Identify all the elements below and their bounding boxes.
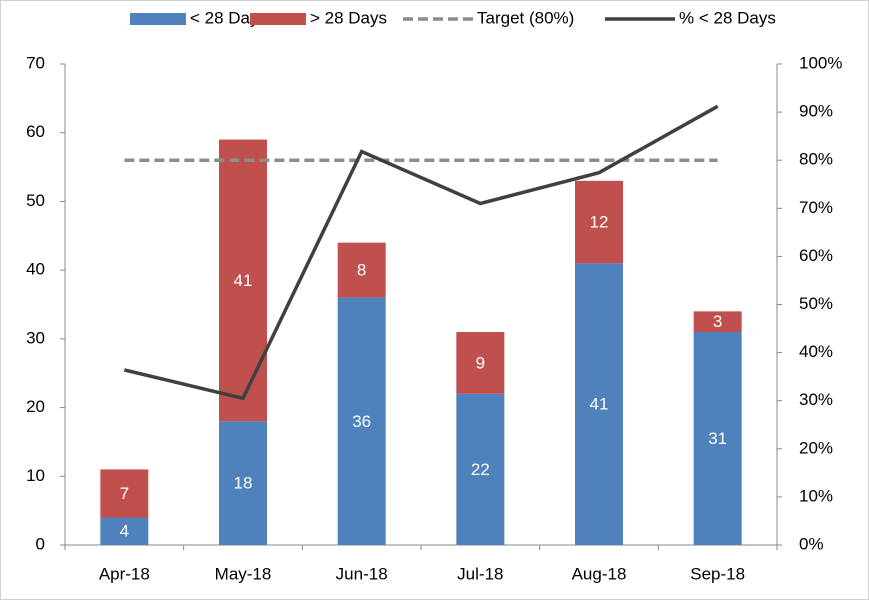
x-tick-label: Jul-18 [457,564,503,583]
bar [693,311,742,332]
data-label: 9 [476,353,485,372]
y-tick-label: 20 [26,397,45,416]
y2-tick-label: 40% [799,342,833,361]
legend-swatch [130,13,186,25]
x-tick-label: Sep-18 [690,564,745,583]
data-label: 41 [234,271,253,290]
data-label: 12 [590,213,609,232]
bar [219,421,267,545]
y2-tick-label: 30% [799,390,833,409]
y-tick-label: 30 [26,328,45,347]
data-label: 22 [471,460,490,479]
bar [219,139,267,422]
y2-tick-label: 60% [799,246,833,265]
legend-label: > 28 Days [310,8,387,27]
y-tick-label: 40 [26,260,45,279]
data-label: 41 [590,395,609,414]
y2-tick-label: 0% [799,534,824,553]
data-label: 36 [352,412,371,431]
legend-label: Target (80%) [477,8,574,27]
bar [693,331,742,545]
y2-tick-label: 10% [799,486,833,505]
x-tick-label: Apr-18 [99,564,150,583]
data-label: 4 [120,522,129,541]
y2-tick-label: 80% [799,150,833,169]
data-label: 7 [120,484,129,503]
x-tick-label: May-18 [215,564,272,583]
bar [575,180,623,264]
y2-tick-label: 70% [799,198,833,217]
bar [100,469,149,518]
y2-tick-label: 100% [799,53,842,72]
y2-tick-label: 90% [799,102,833,121]
data-label: 31 [708,429,727,448]
y-tick-label: 0 [36,534,45,553]
data-label: 18 [234,474,253,493]
bar [456,331,505,394]
data-label: 3 [713,312,722,331]
bar [100,517,149,545]
x-tick-label: Aug-18 [572,564,627,583]
y-tick-label: 60 [26,122,45,141]
y-tick-label: 70 [26,53,45,72]
bar [456,393,505,545]
legend-label: < 28 Days [190,8,267,27]
bar [337,242,386,298]
y2-tick-label: 50% [799,294,833,313]
bar [575,263,623,545]
y-tick-label: 10 [26,466,45,485]
data-label: 8 [357,261,366,280]
bar [337,297,386,545]
x-tick-label: Jun-18 [336,564,388,583]
line-series [123,104,719,401]
legend-swatch [250,13,306,25]
legend-label: % < 28 Days [679,8,776,27]
y2-tick-label: 20% [799,438,833,457]
y-tick-label: 50 [26,191,45,210]
